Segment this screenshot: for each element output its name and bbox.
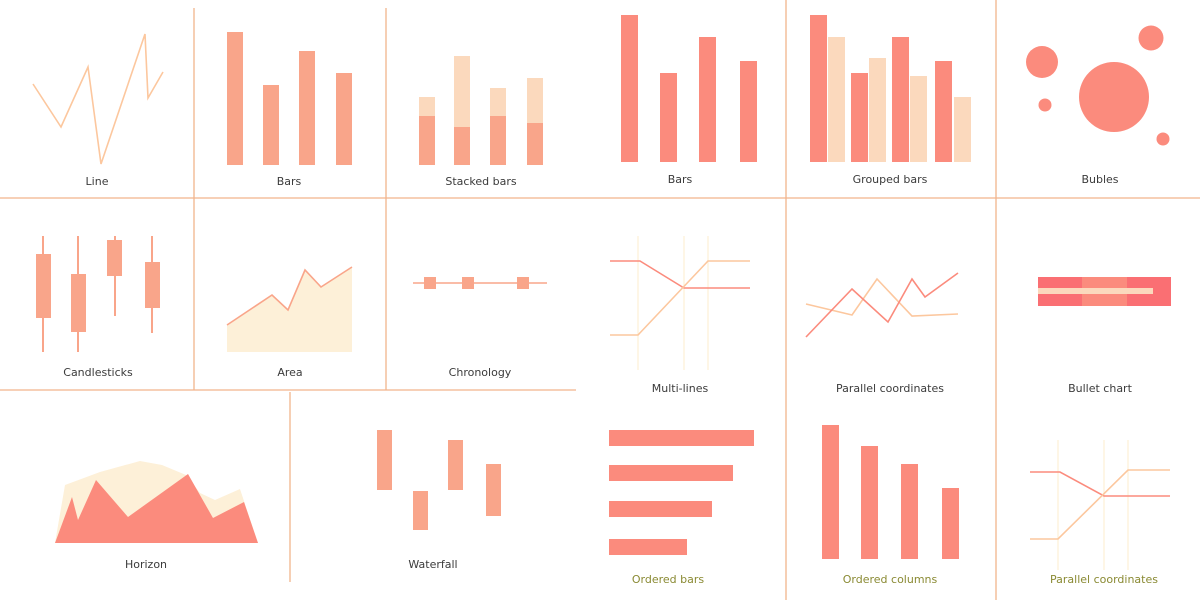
panel-label-parallel-coordinates-2: Parallel coordinates [1050,573,1158,586]
multi-line-chart-icon [610,236,750,370]
panel-label-area: Area [277,366,302,379]
ordered-column-chart-icon [822,425,959,559]
panel-candlesticks: Candlesticks [36,236,160,379]
panel-label-bars-2: Bars [668,173,693,186]
panel-label-stacked-bars: Stacked bars [445,175,517,188]
candlestick-chart-icon [42,236,153,352]
panel-grouped-bars: Grouped bars [810,15,971,186]
candlestick-bodies [36,240,160,332]
panel-label-bars-1: Bars [277,175,302,188]
panel-horizon: Horizon [55,461,258,571]
panel-label-bubbles: Bubles [1081,173,1118,186]
grouped-bar-chart-icon [810,15,971,162]
stacked-bar-chart-icon [419,56,543,165]
bullet-chart-icon [1038,277,1171,306]
panel-waterfall: Waterfall [377,430,501,571]
panel-label-parallel-coordinates-1: Parallel coordinates [836,382,944,395]
panel-parallel-coordinates-1: Parallel coordinates [805,272,959,395]
ordered-bar-chart-icon [609,430,754,555]
panel-multi-lines: Multi-lines [610,236,750,395]
parallel-coordinates-icon [805,272,959,338]
panel-label-bullet-chart: Bullet chart [1068,382,1132,395]
bar-chart-icon [227,32,352,165]
panel-label-candlesticks: Candlesticks [63,366,133,379]
horizon-chart-icon [55,461,258,543]
panel-chronology: Chronology [413,277,547,379]
panel-label-line: Line [86,175,109,188]
panel-ordered-bars: Ordered bars [609,430,754,586]
bubble-chart-icon [1026,25,1170,146]
panel-bullet-chart: Bullet chart [1038,277,1171,395]
waterfall-chart-icon [377,430,501,530]
panel-stacked-bars: Stacked bars [419,56,543,188]
area-chart-icon [226,266,353,352]
panel-bubbles: Bubles [1026,25,1170,186]
timeline-chart-icon [413,277,547,289]
panel-label-waterfall: Waterfall [408,558,457,571]
panel-area: Area [226,266,353,379]
panel-line: Line [32,33,164,188]
panel-bars-1: Bars [227,32,352,188]
panel-bars-2: Bars [621,15,757,186]
panel-label-grouped-bars: Grouped bars [853,173,928,186]
panel-ordered-columns: Ordered columns [822,425,959,586]
panel-parallel-coordinates-2: Parallel coordinates [1030,440,1170,586]
panel-label-chronology: Chronology [449,366,512,379]
panel-label-horizon: Horizon [125,558,167,571]
panel-label-ordered-columns: Ordered columns [843,573,938,586]
panel-label-ordered-bars: Ordered bars [632,573,705,586]
parallel-coordinates-icon [1030,440,1170,570]
panel-label-multi-lines: Multi-lines [652,382,709,395]
bar-chart-icon [621,15,757,162]
line-chart-icon [32,33,164,165]
